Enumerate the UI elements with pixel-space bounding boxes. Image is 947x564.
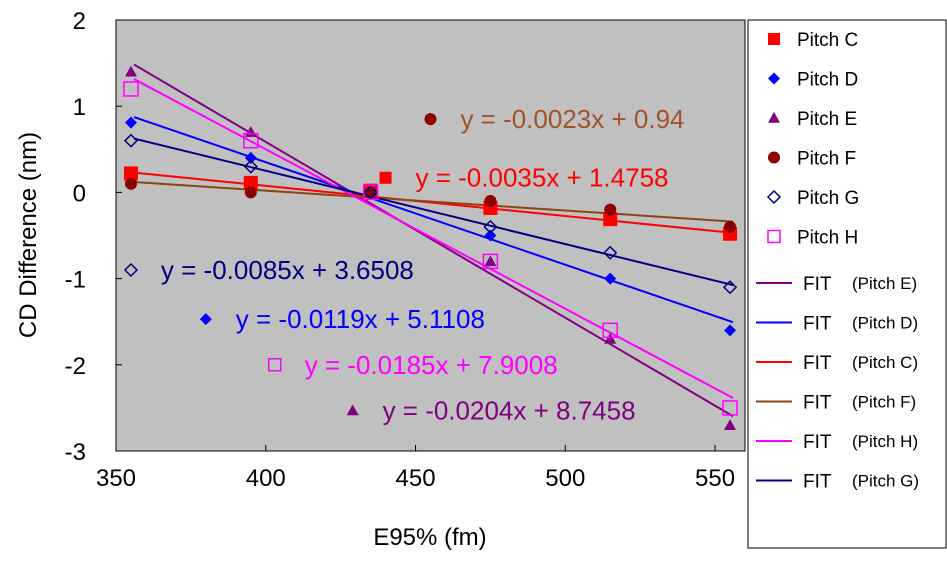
y-tick-label: -3 [65,439,86,466]
annotation-marker [424,113,437,126]
fit-equation: y = -0.0035x + 1.4758 [416,163,669,193]
fit-equation: y = -0.0085x + 3.6508 [161,255,414,285]
fit-equation: y = -0.0204x + 8.7458 [383,395,636,425]
legend-note: (Pitch D) [852,314,918,333]
data-point [724,220,737,233]
legend-label: Pitch C [797,30,858,51]
data-point [722,280,738,295]
data-point [124,177,137,190]
plot-area [115,19,746,452]
x-tick-label: 550 [695,465,735,492]
legend-marker [768,72,780,85]
annotation-marker [123,262,139,278]
fit-line-4 [133,180,734,223]
legend-label: FIT [803,432,832,453]
legend-label: FIT [803,472,832,493]
fit-line-2 [133,116,734,324]
data-point [243,132,259,149]
legend-label: Pitch G [797,188,859,209]
data-points [123,65,738,430]
data-point [722,400,738,416]
data-point [603,212,618,227]
legend-note: (Pitch H) [852,432,918,451]
fit-line-5 [133,78,734,399]
annotation-marker [267,358,282,372]
legend-label: FIT [803,274,832,295]
fit-equation: y = -0.0185x + 7.9008 [305,350,558,380]
annotation-marker [346,404,359,416]
y-axis-label: CD Difference (nm) [15,132,42,338]
legend: Pitch C Pitch D Pitch E Pitch F Pitch G Pitch… [756,30,919,493]
y-tick-label: 1 [73,94,86,121]
legend-label: Pitch D [797,70,858,91]
data-point [483,219,498,234]
axes: 350 400 450 500 550 -3 -2 -1 0 1 2 [65,8,735,492]
annotation-marker [199,313,212,326]
data-point [244,186,257,199]
data-point [484,195,497,208]
data-point [724,419,737,430]
fit-lines [133,63,734,418]
data-point [484,229,497,242]
legend-label: Pitch H [797,228,858,249]
legend-note: (Pitch G) [852,472,919,491]
legend-note: (Pitch C) [852,353,918,372]
equation-annotations: y = -0.0023x + 0.94 y = -0.0035x + 1.4758… [123,104,684,425]
legend-marker [768,151,780,164]
y-tick-label: -2 [65,353,86,380]
y-tick-label: 0 [73,180,86,207]
fit-equation: y = -0.0119x + 5.1108 [236,304,485,334]
legend-marker [767,229,781,244]
fit-line-1 [133,63,734,418]
legend-label: FIT [803,393,832,414]
data-point [364,186,377,199]
data-point [362,184,379,201]
legend-label: FIT [803,353,832,374]
legend-label: FIT [803,314,832,335]
data-point [724,324,737,337]
data-point [604,332,617,344]
legend-label: Pitch F [797,149,856,170]
legend-marker [768,33,780,45]
legend-marker [768,112,780,123]
legend-note: (Pitch F) [852,393,916,412]
legend-note: (Pitch E) [852,274,917,293]
data-point [244,151,257,164]
data-point [484,255,497,267]
x-axis-label: E95% (fm) [373,524,486,551]
data-point [123,133,139,148]
data-point [482,253,499,270]
data-point [243,159,258,174]
annotation-marker [379,171,392,184]
x-tick-label: 400 [246,465,286,492]
data-point [602,322,618,339]
data-point [124,65,137,77]
legend-marker [766,189,782,205]
data-point [243,175,258,190]
data-point [124,116,137,129]
fit-equation: y = -0.0023x + 0.94 [460,104,684,134]
x-tick-label: 500 [545,465,585,492]
data-point [123,81,139,97]
y-tick-label: -1 [65,267,86,294]
fit-line-6 [133,137,734,287]
y-tick-label: 2 [73,8,86,35]
data-point [363,185,378,200]
data-point [604,272,617,285]
data-point [603,245,618,260]
x-tick-label: 450 [396,465,436,492]
legend-label: Pitch E [797,109,857,130]
data-point [604,203,617,216]
x-tick-label: 350 [96,465,136,492]
data-point [123,166,138,181]
